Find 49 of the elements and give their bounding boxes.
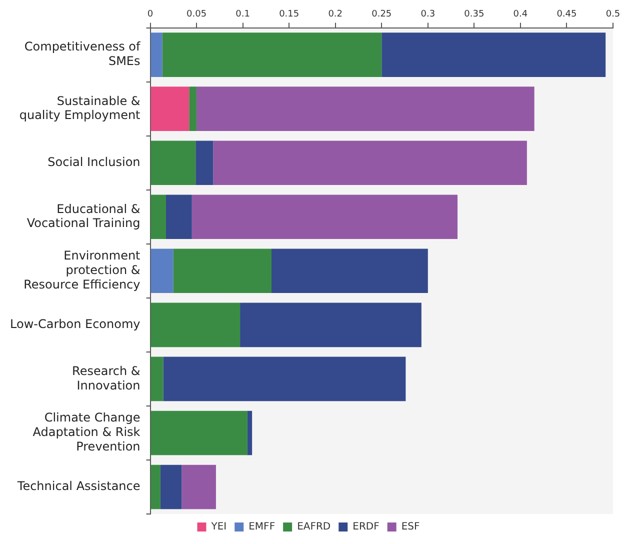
bar	[166, 194, 192, 240]
bar	[162, 32, 382, 77]
y-tick-label: Environment protection & Resource Efficiency	[24, 248, 141, 292]
bar	[150, 194, 166, 240]
x-tick-label: 0.05	[186, 10, 207, 20]
bar	[382, 32, 606, 77]
legend-label: ERDF	[352, 522, 380, 533]
x-tick-label: 0.45	[556, 10, 577, 20]
legend-label: ESF	[401, 522, 420, 533]
bar	[150, 464, 160, 510]
legend-label: EAFRD	[297, 522, 331, 533]
bar	[196, 86, 534, 131]
bar	[272, 248, 428, 294]
y-tick-label: Educational & Vocational Training	[26, 202, 140, 230]
x-tick-label: 0.15	[279, 10, 300, 20]
x-tick-label: 0.4	[513, 10, 528, 20]
y-tick-label: Technical Assistance	[16, 479, 140, 494]
bar	[247, 410, 252, 456]
y-tick-label: Sustainable & quality Employment	[19, 94, 141, 122]
x-tick-label: 0.25	[372, 10, 392, 20]
bar	[173, 248, 272, 294]
bar	[150, 86, 190, 131]
bar	[150, 302, 240, 348]
legend-label: YEI	[210, 522, 227, 533]
bar	[150, 248, 174, 294]
y-tick-label: Competitiveness of SMEs	[24, 40, 142, 68]
y-tick-label: Climate Change Adaptation & Risk Prevention	[32, 410, 140, 454]
bar	[196, 140, 214, 186]
bar	[160, 464, 182, 510]
bar	[213, 140, 527, 186]
bar	[240, 302, 422, 348]
bar	[150, 32, 162, 77]
y-tick-label: Research & Innovation	[72, 364, 140, 392]
bar	[150, 356, 164, 402]
legend-label: EMFF	[248, 522, 276, 533]
x-tick-label: 0.3	[420, 10, 436, 20]
x-tick-label: 0	[147, 10, 154, 20]
bar	[150, 140, 196, 186]
bar	[163, 356, 406, 402]
x-tick-label: 0.2	[328, 10, 343, 20]
y-tick-label: Low-Carbon Economy	[10, 317, 140, 332]
bar	[189, 86, 197, 131]
x-tick-label: 0.5	[606, 10, 620, 20]
bar	[150, 410, 248, 456]
x-tick-label: 0.1	[236, 10, 250, 20]
x-tick-label: 0.35	[464, 10, 484, 20]
bar	[192, 194, 458, 240]
bar	[182, 464, 216, 510]
y-tick-label: Social Inclusion	[48, 154, 140, 169]
